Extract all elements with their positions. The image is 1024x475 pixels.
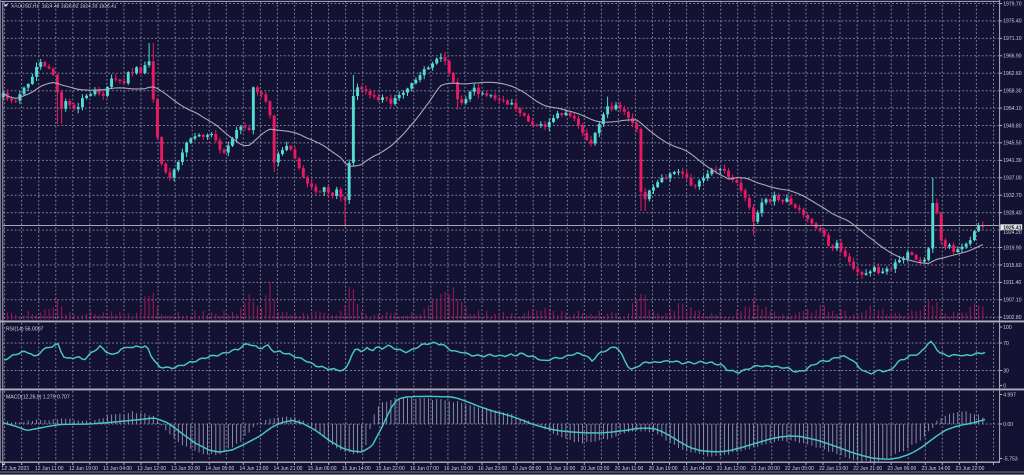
svg-text:22 Jun 05:00: 22 Jun 05:00	[785, 466, 814, 472]
svg-text:1949.80: 1949.80	[1003, 123, 1022, 129]
svg-text:16 Jun 15:00: 16 Jun 15:00	[444, 466, 473, 472]
svg-text:1971.10: 1971.10	[1003, 36, 1022, 42]
svg-text:1966.90: 1966.90	[1003, 54, 1022, 60]
svg-text:1915.60: 1915.60	[1003, 263, 1022, 269]
svg-text:0: 0	[1003, 383, 1006, 389]
svg-text:15 Jun 06:00: 15 Jun 06:00	[308, 466, 337, 472]
svg-text:20 Jun 03:00: 20 Jun 03:00	[580, 466, 609, 472]
svg-text:1911.40: 1911.40	[1003, 280, 1021, 286]
svg-text:4.997: 4.997	[1003, 392, 1016, 398]
svg-text:19 Jun 16:00: 19 Jun 16:00	[546, 466, 575, 472]
svg-text:1924.20: 1924.20	[1003, 230, 1022, 236]
svg-text:1902.80: 1902.80	[1003, 315, 1022, 321]
svg-text:70: 70	[1003, 341, 1009, 347]
svg-text:14 Jun 13:00: 14 Jun 13:00	[239, 466, 268, 472]
svg-text:1925.41: 1925.41	[1003, 225, 1022, 231]
svg-text:MACD(12,26,9) 1.279 0.707: MACD(12,26,9) 1.279 0.707	[6, 395, 70, 401]
svg-text:16 Jun 07:00: 16 Jun 07:00	[410, 466, 439, 472]
svg-text:21 Jun 12:00: 21 Jun 12:00	[717, 466, 746, 472]
svg-text:1907.10: 1907.10	[1003, 298, 1022, 304]
svg-text:12 Jun 2023: 12 Jun 2023	[1, 466, 29, 472]
svg-text:12 Jun 11:00: 12 Jun 11:00	[35, 466, 64, 472]
svg-text:23 Jun 22:00: 23 Jun 22:00	[956, 466, 985, 472]
svg-text:21 Jun 20:00: 21 Jun 20:00	[751, 466, 780, 472]
svg-text:1941.30: 1941.30	[1003, 158, 1022, 164]
svg-text:1937.00: 1937.00	[1003, 176, 1022, 182]
svg-text:XAUUSD,H1 1924.48 1926.82 192: XAUUSD,H1 1924.48 1926.82 1924.33 1925.4…	[11, 4, 117, 10]
svg-text:-5.753: -5.753	[1003, 456, 1018, 462]
svg-text:19 Jun 08:00: 19 Jun 08:00	[512, 466, 541, 472]
svg-text:23 Jun 14:00: 23 Jun 14:00	[921, 466, 950, 472]
svg-text:1932.70: 1932.70	[1003, 193, 1022, 199]
svg-text:15 Jun 22:00: 15 Jun 22:00	[376, 466, 405, 472]
svg-text:23 Jun 06:00: 23 Jun 06:00	[887, 466, 916, 472]
svg-text:1928.40: 1928.40	[1003, 211, 1022, 217]
svg-text:1954.10: 1954.10	[1003, 106, 1022, 112]
svg-text:16 Jun 23:00: 16 Jun 23:00	[478, 466, 507, 472]
svg-text:13 Jun 20:00: 13 Jun 20:00	[171, 466, 200, 472]
svg-text:100: 100	[1003, 325, 1012, 331]
svg-text:22 Jun 21:00: 22 Jun 21:00	[853, 466, 882, 472]
svg-text:30: 30	[1003, 368, 1009, 374]
svg-text:15 Jun 14:00: 15 Jun 14:00	[342, 466, 371, 472]
svg-text:13 Jun 04:00: 13 Jun 04:00	[103, 466, 132, 472]
svg-text:13 Jun 12:00: 13 Jun 12:00	[137, 466, 166, 472]
svg-text:20 Jun 11:00: 20 Jun 11:00	[615, 466, 644, 472]
svg-text:0.00: 0.00	[1003, 422, 1013, 428]
svg-text:1979.70: 1979.70	[1003, 1, 1022, 7]
svg-text:12 Jun 19:00: 12 Jun 19:00	[69, 466, 98, 472]
svg-text:14 Jun 05:00: 14 Jun 05:00	[205, 466, 234, 472]
svg-text:1962.60: 1962.60	[1003, 71, 1022, 77]
svg-text:1975.40: 1975.40	[1003, 19, 1022, 25]
svg-text:20 Jun 19:00: 20 Jun 19:00	[649, 466, 678, 472]
svg-text:22 Jun 13:00: 22 Jun 13:00	[819, 466, 848, 472]
svg-text:21 Jun 04:00: 21 Jun 04:00	[683, 466, 712, 472]
svg-text:14 Jun 21:00: 14 Jun 21:00	[274, 466, 303, 472]
svg-text:1945.50: 1945.50	[1003, 141, 1022, 147]
svg-text:1919.90: 1919.90	[1003, 245, 1022, 251]
svg-text:RSI(14) 56.0007: RSI(14) 56.0007	[6, 327, 44, 333]
svg-text:1958.30: 1958.30	[1003, 89, 1022, 95]
